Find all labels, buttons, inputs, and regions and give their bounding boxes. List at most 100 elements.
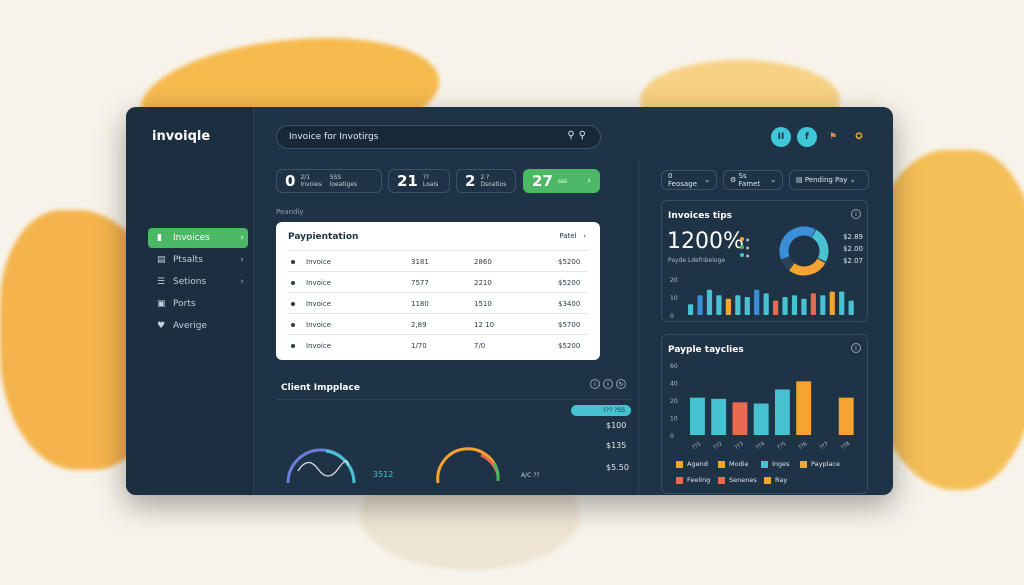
sidebar-item-label: Setions	[173, 277, 207, 287]
flag-icon[interactable]: ⚑	[828, 132, 838, 142]
stat-label-line: loeatiges	[329, 181, 358, 188]
legend-item: Feeling	[676, 476, 710, 484]
table-action-label: Patel	[559, 232, 577, 240]
client-controls: i i ↻	[590, 379, 626, 389]
table-row[interactable]: Invoice 3181 2860 $5200	[288, 250, 588, 271]
bar	[838, 397, 854, 435]
table-row[interactable]: Invoice 2,89 12 10 $5700	[288, 313, 588, 334]
x-tick-label: ??2	[713, 441, 724, 451]
y-tick-label: 60	[670, 363, 678, 370]
filter-dropdown[interactable]: ⚙ Ss Famet ⌄	[723, 170, 783, 190]
row-col1: 1180	[411, 300, 429, 308]
sidebar-nav: ▮ Invoices › ▤ Ptsalts › ☰ Setions › ▣ P…	[148, 228, 248, 338]
table-row[interactable]: Invoice 1180 1510 $3400	[288, 292, 588, 313]
legend-swatch	[718, 460, 725, 468]
pause-icon[interactable]: II	[771, 127, 791, 147]
bar	[775, 389, 790, 435]
bar	[820, 295, 826, 315]
bar	[810, 293, 816, 315]
pin-icon: ♥	[157, 321, 166, 331]
row-name: Invoice	[306, 342, 332, 350]
bar	[706, 289, 713, 315]
header-icons: II f ⚑ ✪	[771, 127, 869, 147]
info-icon[interactable]: i	[851, 343, 861, 353]
x-tick-label: ??1	[691, 441, 702, 451]
panel-title: Invoices tips	[668, 211, 733, 221]
stat-card[interactable]: 0 2/1 Invoies SSS loeatiges	[276, 169, 382, 193]
x-tick-label: ??3	[734, 441, 746, 452]
arrow-right-icon: ›	[587, 176, 591, 186]
row-amount: $5200	[558, 342, 581, 350]
search-value: Invoice for Invotirgs	[289, 132, 379, 142]
y-tick-label: 0	[670, 433, 674, 440]
legend-label: Ray	[775, 476, 788, 484]
filter-label: Ss Famet	[738, 172, 761, 188]
mini-legend-item: ●	[746, 245, 750, 250]
stat-label-line: SSS	[329, 174, 342, 181]
donut-value: $2.07	[842, 257, 863, 265]
info-icon[interactable]: i	[590, 379, 600, 389]
sidebar-item-averige[interactable]: ♥ Averige	[148, 316, 248, 336]
bar	[688, 304, 694, 315]
legend-item: Ray	[764, 476, 787, 484]
bar	[829, 291, 835, 315]
bar	[753, 403, 769, 435]
sidebar-item-setions[interactable]: ☰ Setions ›	[148, 272, 248, 292]
sidebar-item-label: Invoices	[173, 233, 210, 243]
bar	[690, 397, 705, 435]
mini-legend-item: ●	[746, 253, 750, 258]
row-col1: 7577	[411, 279, 429, 287]
row-col2: 12 10	[474, 321, 495, 329]
chevron-down-icon: ⌄	[701, 176, 710, 184]
search-icon[interactable]: ⚲⚲	[567, 130, 590, 141]
refresh-icon[interactable]: ↻	[616, 379, 626, 389]
column-divider	[638, 159, 639, 495]
row-amount: $5200	[558, 258, 581, 266]
stat-number: 21	[397, 172, 418, 190]
filter-dropdown[interactable]: 0 Feosage ⌄	[661, 170, 717, 190]
stat-number: 27	[532, 172, 553, 190]
client-pill[interactable]: ??? ?SS	[571, 405, 631, 416]
info-icon[interactable]: i	[603, 379, 613, 389]
table-row[interactable]: Invoice 1/70 7/0 $5200	[288, 334, 588, 355]
y-tick-label: 10	[670, 295, 678, 302]
stat-label: 2/1 Invoies	[300, 174, 321, 188]
bar	[791, 295, 798, 315]
sidebar-item-ptsalts[interactable]: ▤ Ptsalts ›	[148, 250, 248, 270]
search-input[interactable]: Invoice for Invotirgs ⚲⚲	[276, 125, 601, 149]
sidebar-item-ports[interactable]: ▣ Ports	[148, 294, 248, 314]
legend-swatch	[761, 460, 768, 468]
big-subtitle: Payde Ldefnbeloge	[668, 257, 726, 264]
stat-card[interactable]: 2 2 ? Dsoatios	[456, 169, 516, 193]
info-icon[interactable]: i	[851, 209, 861, 219]
legend-label: Agend	[687, 460, 708, 468]
donut-segment-orange	[779, 226, 829, 276]
stat-card-highlight[interactable]: 27 sss ›	[523, 169, 600, 193]
panel-title: Payple tayclies	[668, 345, 744, 355]
row-col2: 1510	[474, 300, 492, 308]
bullet-icon	[291, 302, 295, 306]
settings-icon: ⚙	[730, 176, 739, 184]
stat-card[interactable]: 21 ?? Loais	[388, 169, 450, 193]
chevron-right-icon: ›	[240, 277, 244, 287]
x-tick-label: ??4	[755, 441, 767, 452]
y-tick-label: 20	[670, 277, 678, 284]
legend-swatch	[718, 476, 725, 484]
filter-label: 0 Feosage	[668, 172, 697, 188]
payple-panel: Payple tayclies i 60 40 20 10 0 ??1 ??2 ??3 ??4?…	[661, 334, 868, 494]
table-action-button[interactable]: Patel ›	[559, 232, 586, 240]
row-col2: 7/0	[474, 342, 486, 350]
facebook-icon[interactable]: f	[797, 127, 817, 147]
badge-icon[interactable]: ✪	[855, 132, 863, 142]
divider	[276, 399, 632, 400]
table-row[interactable]: Invoice 7577 2210 $5200	[288, 271, 588, 292]
stat-label-line: 2/1	[300, 174, 311, 181]
row-amount: $5700	[558, 321, 581, 329]
bar	[732, 402, 748, 435]
legend-label: Modie	[729, 460, 749, 468]
donut-chart	[779, 226, 829, 276]
filter-dropdown[interactable]: ▤ Pending Pay ⌄	[789, 170, 869, 190]
chevron-right-icon: ›	[578, 232, 586, 240]
sidebar-item-invoices[interactable]: ▮ Invoices ›	[148, 228, 248, 248]
bar	[711, 398, 727, 435]
